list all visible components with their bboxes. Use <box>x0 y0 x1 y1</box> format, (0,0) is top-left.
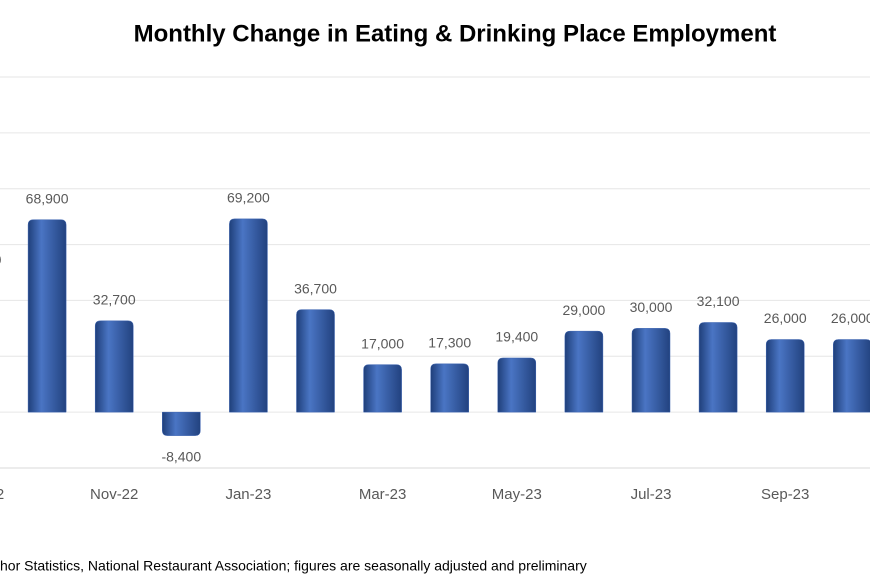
bar <box>430 363 469 413</box>
bar <box>497 357 537 413</box>
value-label: 26,000 <box>831 310 870 326</box>
x-tick-label: Sep-23 <box>761 486 809 503</box>
bar <box>363 364 402 413</box>
value-label: 32,700 <box>93 292 136 308</box>
value-label: 26,000 <box>764 310 807 326</box>
bar <box>27 219 67 413</box>
value-label: 19,400 <box>495 329 538 345</box>
value-label: 32,100 <box>697 293 740 309</box>
bar <box>162 411 201 436</box>
bar <box>564 330 604 413</box>
bar <box>296 309 335 413</box>
x-tick-label: Nov-22 <box>90 486 138 503</box>
x-tick-label: Mar-23 <box>359 486 407 503</box>
x-tick-label: Jan-23 <box>225 486 271 503</box>
x-tick-label: Jul-23 <box>631 486 672 503</box>
value-label: 36,700 <box>294 280 337 296</box>
value-label: -8,400 <box>161 448 201 464</box>
bar <box>833 339 870 413</box>
x-tick-label: May-23 <box>492 486 542 503</box>
chart-title: Monthly Change in Eating & Drinking Plac… <box>134 20 777 47</box>
value-label: 69,200 <box>227 190 270 206</box>
value-label: 29,000 <box>562 302 605 318</box>
value-label: 17,000 <box>361 335 404 351</box>
bar <box>631 328 671 413</box>
source-note: hor Statistics, National Restaurant Asso… <box>0 558 587 574</box>
value-label: 47,000 <box>0 252 2 268</box>
bar <box>698 322 738 413</box>
x-tick-label: Sep-22 <box>0 486 4 503</box>
bar <box>94 320 134 413</box>
bar <box>765 339 805 413</box>
bar <box>229 218 268 413</box>
value-label: 17,300 <box>428 335 471 351</box>
value-label: 68,900 <box>26 190 69 206</box>
value-label: 30,000 <box>630 299 673 315</box>
